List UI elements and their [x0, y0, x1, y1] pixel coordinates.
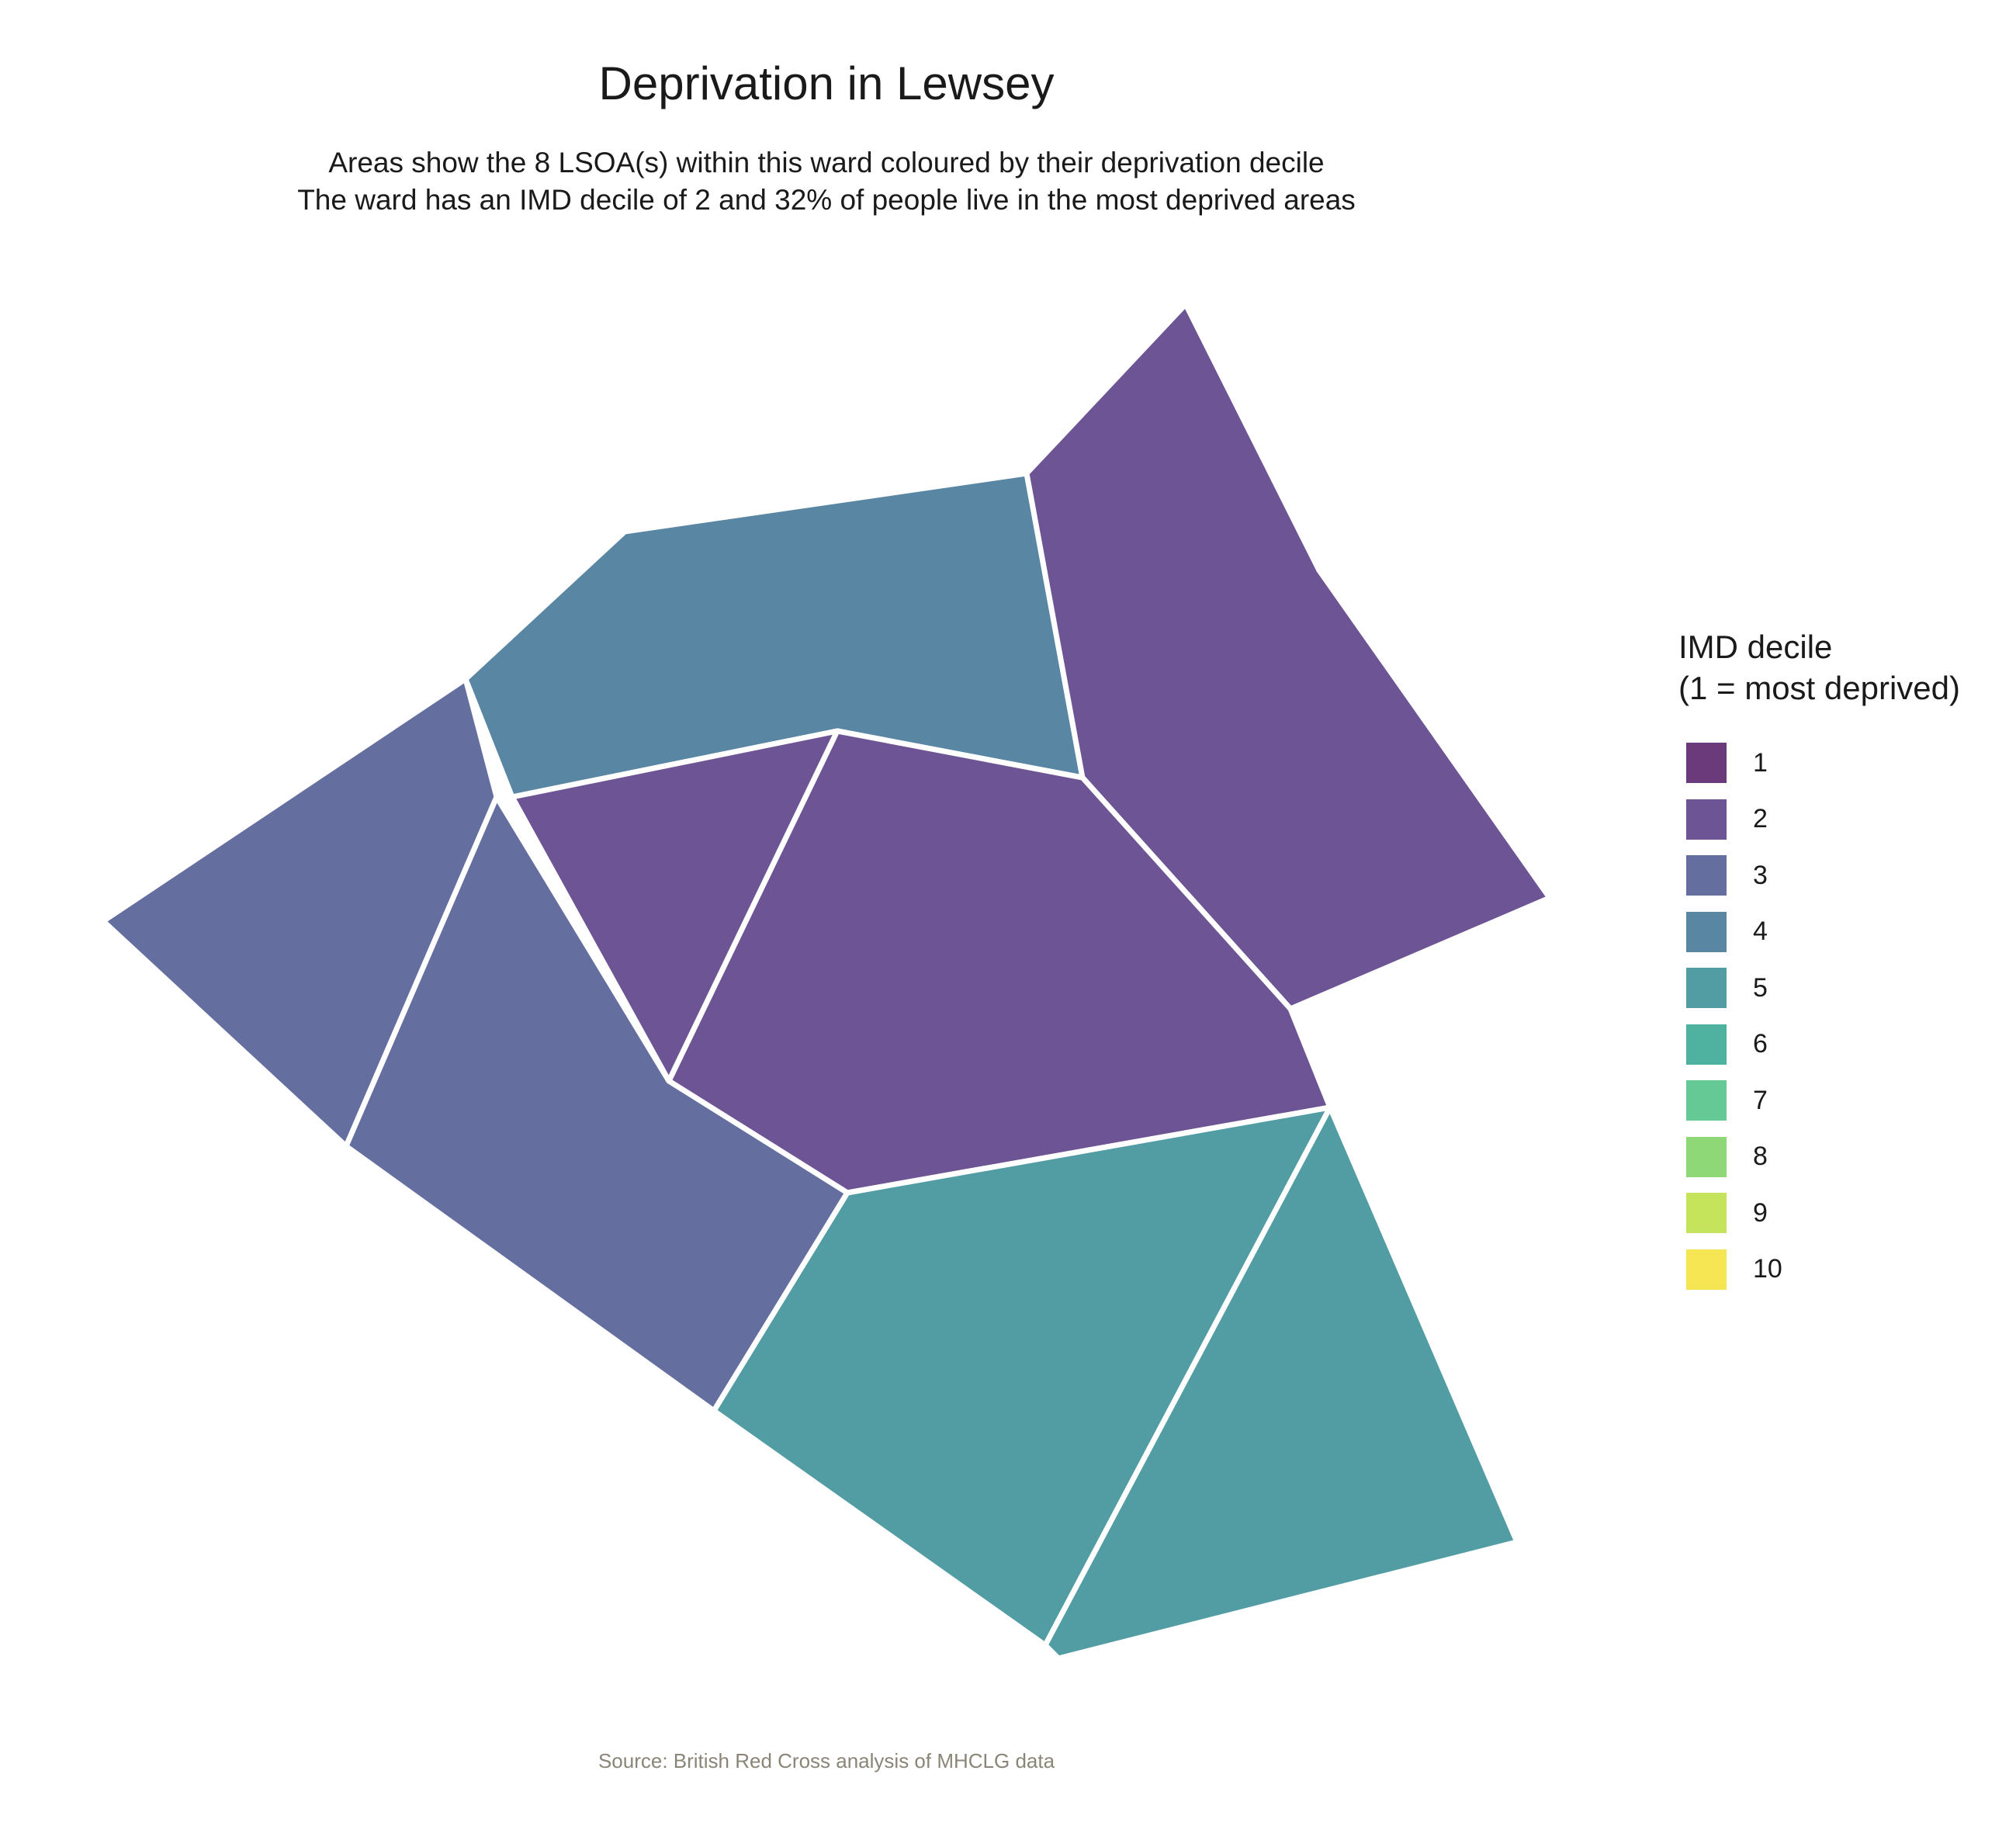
legend-items: 1 2 3 4 5 6 7 8 9 10 — [1678, 735, 1960, 1298]
legend-title-line-2: (1 = most deprived) — [1678, 669, 1960, 706]
legend: IMD decile (1 = most deprived) 1 2 3 4 5 6 7 8 9… — [1678, 627, 1960, 1298]
legend-swatch — [1686, 743, 1727, 784]
legend-swatch — [1686, 968, 1727, 1009]
chart-title: Deprivation in Lewsey — [598, 57, 1055, 109]
lsoa-areas — [100, 301, 1553, 1661]
chart-subtitle: Areas show the 8 LSOA(s) within this war… — [0, 144, 1653, 219]
legend-label: 3 — [1753, 860, 1768, 890]
legend-item: 10 — [1678, 1242, 1960, 1298]
subtitle-line-2: The ward has an IMD decile of 2 and 32% … — [297, 184, 1356, 217]
source-caption: Source: British Red Cross analysis of MH… — [598, 1749, 1055, 1772]
subtitle-line-1: Areas show the 8 LSOA(s) within this war… — [328, 147, 1325, 178]
legend-swatch — [1686, 911, 1727, 952]
legend-label: 7 — [1753, 1085, 1768, 1115]
legend-label: 10 — [1753, 1254, 1782, 1284]
legend-item: 9 — [1678, 1185, 1960, 1242]
legend-item: 1 — [1678, 735, 1960, 792]
legend-swatch — [1686, 1136, 1727, 1177]
legend-item: 5 — [1678, 960, 1960, 1017]
legend-swatch — [1686, 1024, 1727, 1065]
legend-item: 8 — [1678, 1129, 1960, 1186]
legend-label: 5 — [1753, 972, 1768, 1003]
legend-item: 2 — [1678, 792, 1960, 848]
legend-label: 8 — [1753, 1142, 1768, 1172]
legend-item: 4 — [1678, 904, 1960, 961]
legend-swatch — [1686, 799, 1727, 840]
legend-item: 6 — [1678, 1017, 1960, 1073]
legend-label: 4 — [1753, 916, 1768, 947]
legend-swatch — [1686, 1080, 1727, 1121]
legend-label: 6 — [1753, 1029, 1768, 1059]
legend-item: 7 — [1678, 1072, 1960, 1129]
legend-label: 9 — [1753, 1197, 1768, 1228]
ward-map — [100, 301, 1553, 1661]
legend-swatch — [1686, 1193, 1727, 1234]
legend-swatch — [1686, 855, 1727, 896]
legend-label: 2 — [1753, 804, 1768, 834]
legend-label: 1 — [1753, 747, 1768, 778]
lsoa-southeast — [1042, 1104, 1520, 1661]
legend-item: 3 — [1678, 847, 1960, 904]
legend-swatch — [1686, 1249, 1727, 1290]
legend-title-line-1: IMD decile — [1678, 629, 1833, 665]
legend-title: IMD decile (1 = most deprived) — [1678, 627, 1960, 709]
